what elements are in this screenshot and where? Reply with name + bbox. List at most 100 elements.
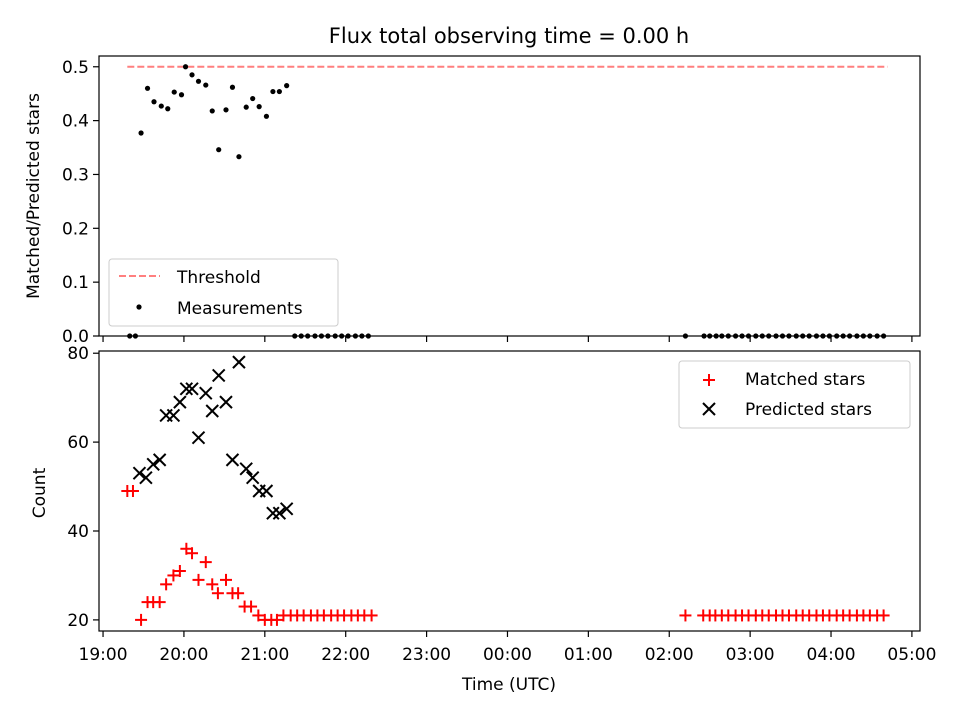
x-tick-label: 23:00 xyxy=(402,645,451,665)
measurement-point xyxy=(243,104,249,110)
matched-star-point xyxy=(232,587,245,600)
x-tick-label: 03:00 xyxy=(726,645,775,665)
matched-star-point xyxy=(877,609,890,622)
matched-star-point xyxy=(206,578,219,591)
matched-star-point xyxy=(192,573,205,586)
bottom-axes: 20 40 60 80 19:00 20:00 21:00 22:00 23:00 00:00 0… xyxy=(30,344,936,695)
measurement-point xyxy=(178,92,185,98)
measurement-point xyxy=(270,88,276,95)
matched-star-point xyxy=(126,485,139,497)
top-legend: Threshold Measurements xyxy=(108,258,339,327)
measurement-point xyxy=(171,89,177,95)
x-tick-label: 22:00 xyxy=(321,645,370,665)
top-y-axis-label: Matched/Predicted stars xyxy=(24,93,44,299)
x-tick-label: 01:00 xyxy=(564,645,613,665)
x-axis-label: Time (UTC) xyxy=(461,675,556,695)
predicted-star-point xyxy=(219,395,233,409)
matched-star-point xyxy=(173,565,186,577)
measurement-point xyxy=(256,104,262,110)
x-tick-label: 04:00 xyxy=(807,645,856,665)
predicted-star-point xyxy=(173,395,187,409)
matched-star-point xyxy=(245,600,258,613)
matched-star-point xyxy=(135,613,148,626)
predicted-star-point xyxy=(245,470,260,485)
measurement-point xyxy=(189,72,195,78)
x-tick-label: 00:00 xyxy=(483,645,532,665)
predicted-star-point xyxy=(279,502,294,516)
top-y-tick-label: 0.2 xyxy=(62,219,89,239)
bottom-y-axis-label: Count xyxy=(30,467,50,518)
predicted-star-point xyxy=(146,457,160,472)
x-tick-label: 02:00 xyxy=(645,645,694,665)
top-axes: 0.0 0.1 0.2 0.3 0.4 0.5 Matched/Predicted sta… xyxy=(24,55,921,347)
top-x-ticks xyxy=(102,336,913,342)
matched-star-point xyxy=(211,587,224,600)
matched-star-point xyxy=(153,596,166,609)
matched-stars-legend-swatch xyxy=(703,374,715,386)
measurement-point xyxy=(236,154,242,160)
top-plot-area xyxy=(127,64,888,339)
top-y-ticks: 0.0 0.1 0.2 0.3 0.4 0.5 xyxy=(62,58,99,347)
matched-star-point xyxy=(199,556,212,569)
measurement-point xyxy=(144,85,151,91)
x-tick-label: 05:00 xyxy=(887,645,936,665)
top-y-tick-label: 0.0 xyxy=(62,327,89,347)
top-y-tick-label: 0.5 xyxy=(62,58,89,78)
bottom-legend: Matched stars Predicted stars xyxy=(678,360,911,429)
predicted-star-point xyxy=(132,466,147,480)
matched-star-point xyxy=(252,609,265,622)
top-legend-box xyxy=(108,258,339,327)
measurement-point xyxy=(216,147,222,153)
measurement-point xyxy=(276,88,282,95)
matched-star-point xyxy=(186,547,199,560)
predicted-star-point xyxy=(185,382,199,396)
measurement-point xyxy=(182,64,189,70)
matched-star-point xyxy=(219,573,232,586)
legend-label-predicted-stars: Predicted stars xyxy=(745,400,872,420)
predicted-star-point xyxy=(179,382,194,396)
bottom-y-tick-label: 20 xyxy=(67,611,89,631)
matched-star-point xyxy=(270,613,283,626)
x-tick-label: 19:00 xyxy=(79,645,128,665)
x-tick-label: 21:00 xyxy=(240,645,289,665)
measurements-legend-swatch xyxy=(136,304,142,310)
top-axes-frame xyxy=(98,55,921,337)
predicted-star-point xyxy=(166,408,181,423)
matched-star-point xyxy=(160,578,173,591)
measurement-point xyxy=(203,82,209,88)
predicted-star-point xyxy=(205,404,219,418)
top-y-tick-label: 0.1 xyxy=(62,273,89,293)
predicted-star-point xyxy=(239,462,253,476)
measurement-point xyxy=(138,130,144,136)
bottom-y-tick-label: 60 xyxy=(67,433,89,453)
matched-star-point xyxy=(167,569,180,582)
measurement-point xyxy=(209,108,215,114)
predicted-star-point xyxy=(139,470,153,485)
top-y-tick-label: 0.3 xyxy=(62,165,89,185)
bottom-plot-area xyxy=(121,355,890,626)
bottom-legend-box xyxy=(678,360,911,429)
measurement-point xyxy=(250,95,256,102)
predicted-star-point xyxy=(191,430,206,445)
legend-label-matched-stars: Matched stars xyxy=(745,370,865,390)
predicted-star-point xyxy=(225,453,240,467)
measurement-point xyxy=(195,78,202,84)
measurement-point xyxy=(151,99,157,105)
measurement-point xyxy=(165,106,171,112)
bottom-y-tick-label: 80 xyxy=(67,344,89,364)
x-tick-label: 20:00 xyxy=(159,645,208,665)
legend-label-threshold: Threshold xyxy=(176,268,261,288)
predicted-star-point xyxy=(212,368,226,383)
predicted-star-point xyxy=(199,386,213,400)
measurement-point xyxy=(158,103,164,109)
measurement-point xyxy=(263,113,270,119)
bottom-y-tick-label: 40 xyxy=(67,522,89,542)
predicted-star-point xyxy=(259,484,274,498)
measurement-point xyxy=(284,83,290,89)
measurement-point xyxy=(223,107,229,113)
chart-title: Flux total observing time = 0.00 h xyxy=(329,24,689,48)
predicted-star-point xyxy=(232,355,246,369)
top-y-tick-label: 0.4 xyxy=(62,112,89,132)
predicted-star-point xyxy=(152,453,167,467)
